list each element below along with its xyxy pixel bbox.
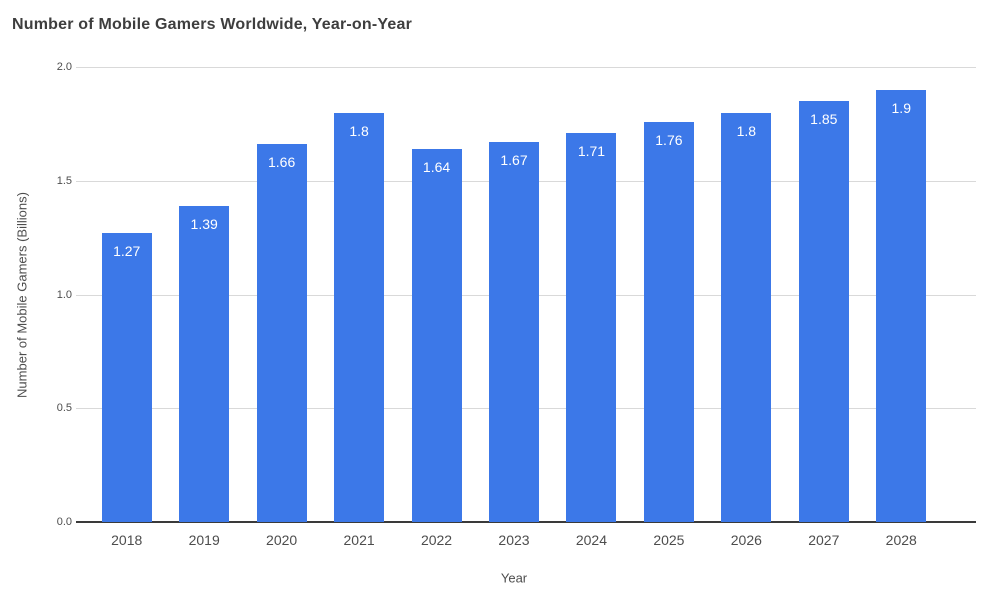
bar-value-label: 1.39 (190, 215, 218, 232)
y-tick-label: 2.0 (56, 61, 72, 73)
bar-2026: 1.8 (721, 112, 772, 522)
bar-value-label: 1.27 (113, 243, 141, 260)
x-tick-label: 2025 (653, 532, 685, 548)
bar-value-label: 1.64 (422, 158, 451, 175)
bar-slot: 1.64 (398, 67, 475, 522)
x-tick-label: 2023 (498, 532, 530, 548)
bar-slot: 1.85 (785, 67, 862, 522)
bar-slot: 1.9 (863, 67, 940, 522)
bar-2028: 1.9 (876, 89, 927, 522)
bar-slot: 1.8 (320, 67, 397, 522)
bar-slot: 1.39 (165, 67, 242, 522)
bar-value-label: 1.85 (810, 111, 838, 128)
bar-value-label: 1.76 (655, 131, 683, 148)
x-tick-label: 2020 (266, 532, 298, 548)
bar-value-label: 1.66 (268, 154, 296, 171)
bar-2023: 1.67 (488, 142, 539, 522)
x-tick-label: 2022 (420, 532, 453, 548)
x-tick-label: 2028 (885, 532, 917, 548)
x-tick-label: 2019 (188, 532, 220, 548)
bar-value-label: 1.9 (891, 99, 911, 116)
bar-slot: 1.67 (475, 67, 552, 522)
bar-2027: 1.85 (798, 101, 849, 522)
bar-slot: 1.8 (708, 67, 785, 522)
y-axis-title: Number of Mobile Gamers (Billions) (14, 192, 30, 398)
x-tick-label: 2027 (808, 532, 840, 548)
bar-slot: 1.66 (243, 67, 320, 522)
bar-2025: 1.76 (643, 121, 694, 522)
bar-2021: 1.8 (334, 112, 385, 522)
bar-2020: 1.66 (256, 144, 307, 522)
bar-slot: 1.71 (553, 67, 630, 522)
x-axis-baseline (76, 521, 976, 523)
x-tick-label: 2024 (575, 532, 608, 548)
bar-2024: 1.71 (566, 132, 617, 522)
x-tick-label: 2026 (730, 532, 762, 548)
x-axis-title: Year (500, 570, 528, 586)
y-tick-label: 0.0 (56, 516, 72, 528)
plot-area: 1.27 1.39 1.66 1.8 1.64 1.67 1.71 1.76 1.8 1.85 1.… (88, 67, 940, 522)
y-tick-label: 0.5 (56, 402, 72, 415)
chart-title: Number of Mobile Gamers Worldwide, Year-… (12, 16, 413, 33)
x-tick-label: 2021 (343, 532, 375, 548)
y-tick-label: 1.5 (56, 174, 72, 187)
bar-slot: 1.76 (630, 67, 707, 522)
bar-value-label: 1.67 (500, 152, 528, 169)
bar-value-label: 1.71 (577, 142, 606, 159)
x-axis-tick-labels: 2018 2019 2020 2021 2022 2023 2024 2025 2026 2027… (88, 532, 940, 548)
x-tick-label: 2018 (111, 532, 143, 548)
gridline (76, 67, 976, 68)
bar-value-label: 1.8 (349, 122, 369, 139)
bar-value-label: 1.8 (736, 122, 757, 139)
bar-2018: 1.27 (101, 233, 152, 522)
bar-2019: 1.39 (179, 205, 230, 522)
bar-slot: 1.27 (88, 67, 165, 522)
bar-2022: 1.64 (411, 148, 462, 522)
y-tick-label: 1.0 (56, 288, 72, 301)
